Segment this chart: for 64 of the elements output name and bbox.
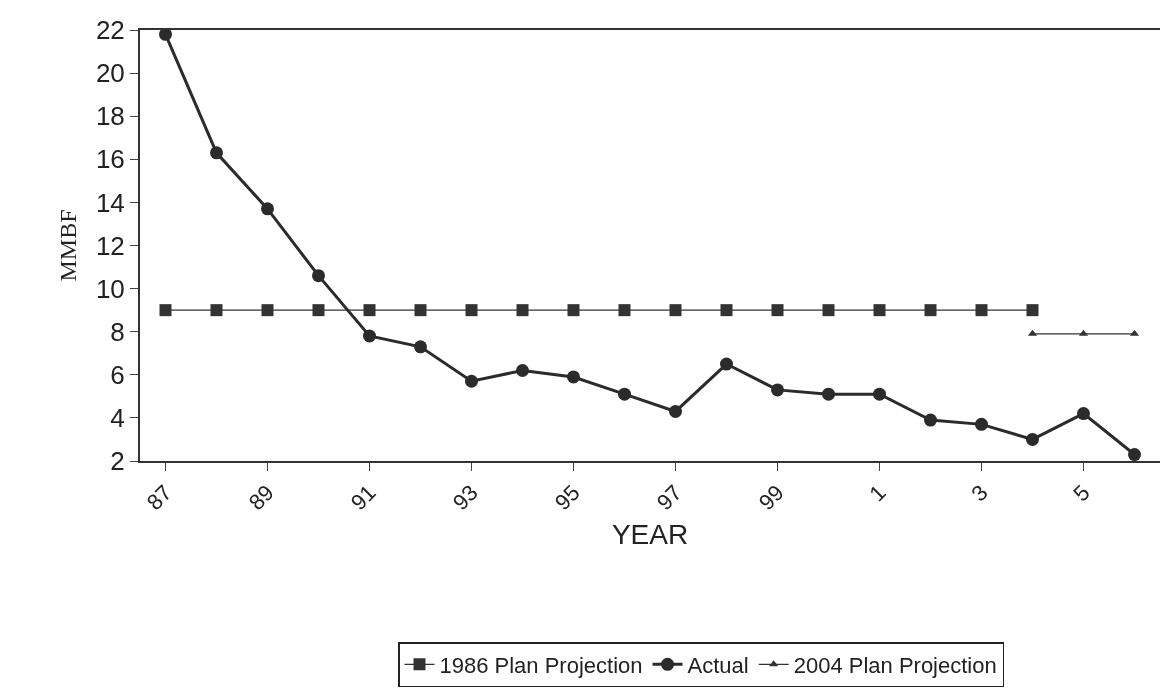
legend-label: 2004 Plan Projection (793, 652, 997, 678)
point (363, 304, 376, 317)
point (1077, 407, 1090, 421)
y-tick-label: 8 (110, 316, 125, 347)
point (261, 202, 274, 216)
point (873, 387, 886, 401)
x-tick-label: 93 (447, 480, 483, 516)
point (567, 370, 580, 384)
x-tick-label: 5 (1068, 480, 1095, 507)
point (159, 304, 172, 317)
x-tick-label: 99 (753, 480, 789, 516)
point (822, 387, 835, 401)
point (618, 304, 631, 317)
point (1026, 432, 1039, 446)
point (159, 30, 172, 41)
point (822, 304, 835, 317)
y-tick-label: 6 (110, 359, 125, 390)
point (924, 413, 937, 427)
point (771, 383, 784, 397)
point (669, 404, 682, 418)
point (312, 304, 325, 317)
point (210, 304, 223, 317)
x-axis-title: YEAR (611, 518, 689, 550)
point (873, 304, 886, 317)
point (312, 269, 325, 283)
x-tick-label: 89 (243, 480, 279, 516)
legend-label: 1986 Plan Projection (439, 652, 643, 678)
point (720, 357, 733, 371)
point (975, 304, 988, 317)
y-tick-label: 18 (95, 101, 125, 132)
y-tick-label: 2 (110, 446, 125, 477)
x-tick-label: 3 (966, 480, 993, 507)
point (567, 304, 580, 317)
point (618, 387, 631, 401)
point (924, 304, 937, 317)
point (261, 304, 274, 317)
point (720, 304, 733, 317)
point (465, 374, 478, 388)
y-tick-label: 4 (110, 403, 125, 433)
point (1026, 304, 1039, 317)
point (414, 340, 427, 354)
x-tick-label: 95 (549, 480, 585, 516)
point (1128, 448, 1141, 461)
y-tick-label: 14 (95, 187, 125, 218)
y-tick-label: 10 (95, 273, 125, 304)
legend-label: Actual (687, 652, 749, 678)
x-tick-label: 97 (651, 480, 687, 516)
x-tick-label: 1 (864, 480, 891, 507)
y-tick-label: 12 (95, 230, 125, 261)
point (363, 329, 376, 343)
point (771, 304, 784, 317)
point (669, 304, 682, 317)
point (465, 304, 478, 317)
point (210, 146, 223, 160)
y-tick-label: 22 (95, 15, 125, 46)
point (516, 363, 529, 377)
point (975, 417, 988, 431)
y-axis-title: MMBF (55, 209, 82, 282)
x-tick-label: 91 (345, 480, 381, 516)
x-tick-label: 87 (141, 480, 177, 516)
y-tick-label: 16 (95, 144, 125, 175)
point (516, 304, 529, 317)
point (414, 304, 427, 317)
y-tick-label: 20 (95, 58, 125, 89)
